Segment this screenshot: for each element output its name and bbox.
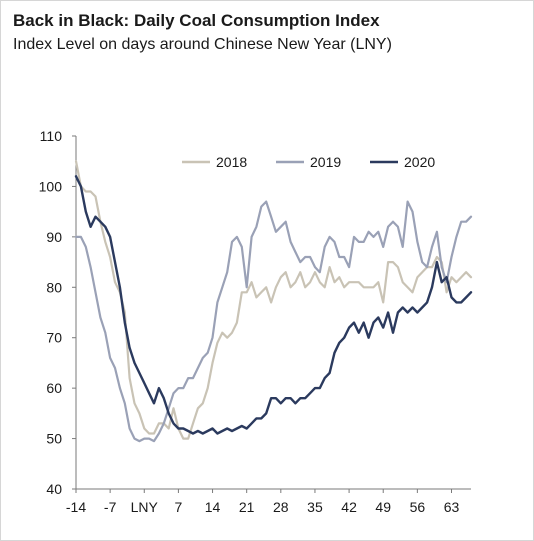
y-tick-label: 50 bbox=[46, 431, 62, 447]
x-tick-label: 28 bbox=[273, 499, 289, 515]
chart-title: Back in Black: Daily Coal Consumption In… bbox=[13, 11, 380, 30]
x-tick-label: 49 bbox=[375, 499, 391, 515]
y-tick-label: 80 bbox=[46, 279, 62, 295]
legend-label-2018: 2018 bbox=[216, 154, 247, 170]
x-tick-label: LNY bbox=[131, 499, 159, 515]
series-lines bbox=[74, 160, 473, 443]
x-tick-label: 21 bbox=[239, 499, 255, 515]
x-tick-label: 14 bbox=[205, 499, 221, 515]
series-line-2018 bbox=[74, 160, 473, 440]
x-tick-label: 42 bbox=[341, 499, 357, 515]
legend: 2018 2019 2020 bbox=[182, 154, 435, 170]
series-line-2019 bbox=[74, 200, 473, 443]
y-tick-label: 70 bbox=[46, 330, 62, 346]
y-tick-label: 60 bbox=[46, 380, 62, 396]
y-tick-label: 100 bbox=[39, 178, 63, 194]
x-tick-label: 56 bbox=[410, 499, 426, 515]
legend-label-2019: 2019 bbox=[310, 154, 341, 170]
x-tick-label: -7 bbox=[104, 499, 117, 515]
y-tick-label: 90 bbox=[46, 229, 62, 245]
x-tick-label: 35 bbox=[307, 499, 323, 515]
legend-label-2020: 2020 bbox=[404, 154, 435, 170]
y-tick-label: 40 bbox=[46, 481, 62, 497]
x-tick-label: 7 bbox=[175, 499, 183, 515]
y-tick-label: 110 bbox=[40, 128, 63, 144]
x-tick-label: -14 bbox=[66, 499, 86, 515]
series-line-2020 bbox=[74, 175, 473, 435]
chart-subtitle: Index Level on days around Chinese New Y… bbox=[13, 36, 392, 53]
axes: 40 50 60 70 80 90 100 110 -14 -7 LNY 7 14 21 28 35 42 49 5… bbox=[39, 128, 471, 515]
x-tick-label: 63 bbox=[444, 499, 460, 515]
